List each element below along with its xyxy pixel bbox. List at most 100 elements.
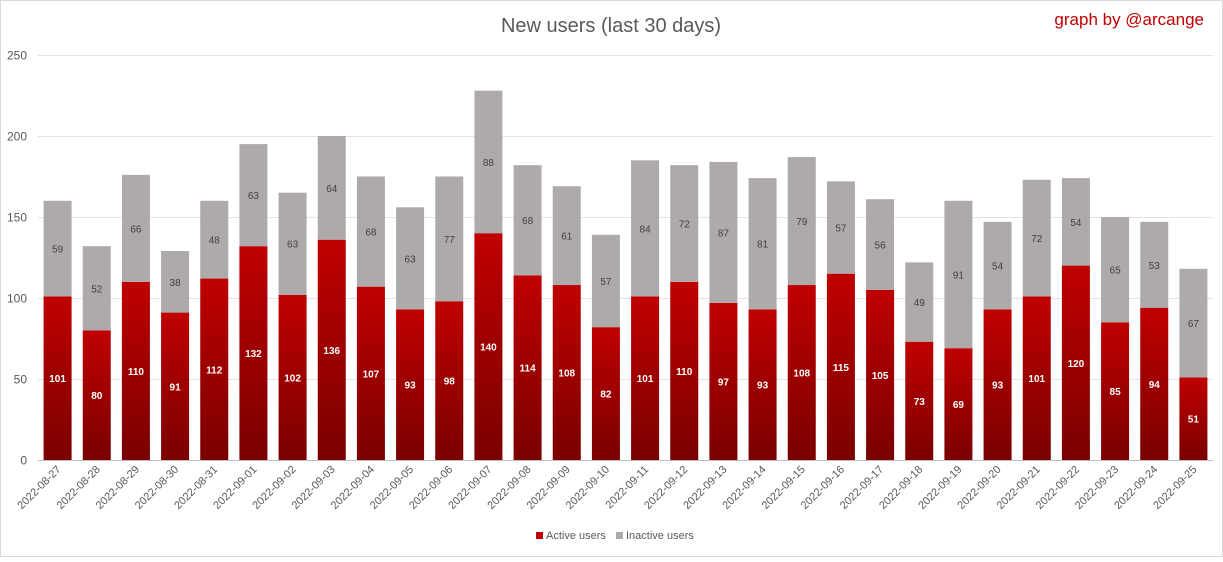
- data-label-active: 110: [128, 367, 145, 378]
- data-label-inactive: 72: [679, 219, 691, 230]
- data-label-active: 97: [718, 377, 730, 388]
- bar-active-users: [356, 286, 385, 460]
- data-label-inactive: 67: [1188, 319, 1200, 330]
- data-label-inactive: 84: [640, 224, 652, 235]
- data-label-inactive: 68: [522, 216, 534, 227]
- data-label-inactive: 63: [287, 240, 299, 251]
- bar-active-users: [121, 281, 150, 460]
- data-label-active: 105: [872, 371, 889, 382]
- data-label-active: 85: [1110, 387, 1122, 398]
- data-label-active: 82: [600, 390, 612, 401]
- data-label-active: 93: [992, 381, 1004, 392]
- data-label-inactive: 63: [405, 254, 417, 265]
- bar-active-users: [631, 296, 660, 460]
- data-label-active: 93: [405, 381, 417, 392]
- bar-inactive-users: [1140, 221, 1169, 308]
- data-label-active: 93: [757, 381, 769, 392]
- bar-inactive-users: [748, 178, 777, 310]
- bar-inactive-users: [591, 234, 620, 328]
- bar-active-users: [396, 309, 425, 460]
- bar-inactive-users: [631, 160, 660, 297]
- y-tick-label: 150: [7, 211, 27, 225]
- data-label-active: 101: [1028, 374, 1045, 385]
- bar-active-users: [161, 312, 190, 460]
- data-label-active: 120: [1068, 359, 1085, 370]
- legend-swatch-inactive: [616, 532, 623, 539]
- bar-inactive-users: [278, 192, 307, 295]
- data-label-inactive: 72: [1031, 234, 1043, 245]
- bar-inactive-users: [474, 90, 503, 234]
- data-label-active: 136: [323, 346, 340, 357]
- data-label-inactive: 61: [561, 232, 573, 243]
- data-label-active: 73: [914, 397, 926, 408]
- bar-inactive-users: [435, 176, 464, 302]
- data-label-inactive: 77: [444, 235, 456, 246]
- bar-inactive-users: [905, 262, 934, 342]
- bar-active-users: [905, 341, 934, 460]
- data-label-inactive: 79: [796, 217, 808, 228]
- y-tick-label: 200: [7, 130, 27, 144]
- bar-inactive-users: [552, 186, 581, 286]
- y-tick-label: 250: [7, 49, 27, 63]
- legend-label-active: Active users: [546, 530, 606, 542]
- bar-inactive-users: [826, 181, 855, 274]
- data-label-active: 80: [91, 391, 103, 402]
- data-label-inactive: 87: [718, 228, 730, 239]
- data-label-active: 51: [1188, 415, 1200, 426]
- bar-active-users: [1140, 307, 1169, 460]
- data-label-inactive: 63: [248, 191, 260, 202]
- data-label-active: 140: [480, 343, 497, 354]
- data-label-inactive: 54: [1070, 218, 1082, 229]
- bar-active-users: [709, 302, 738, 460]
- bar-inactive-users: [944, 200, 973, 349]
- y-tick-label: 0: [20, 454, 27, 468]
- data-label-inactive: 81: [757, 240, 769, 251]
- data-label-inactive: 91: [953, 271, 965, 282]
- bar-inactive-users: [1101, 217, 1130, 323]
- data-label-active: 101: [49, 374, 66, 385]
- y-tick-label: 100: [7, 292, 27, 306]
- bar-active-users: [317, 239, 346, 460]
- data-label-active: 108: [558, 369, 575, 380]
- bar-active-users: [552, 285, 581, 460]
- data-label-active: 98: [444, 377, 456, 388]
- bar-active-users: [435, 301, 464, 460]
- bar-inactive-users: [1061, 178, 1090, 266]
- data-label-inactive: 57: [835, 224, 847, 235]
- data-label-inactive: 57: [600, 277, 612, 288]
- bar-inactive-users: [356, 176, 385, 287]
- data-label-active: 108: [793, 369, 810, 380]
- bar-active-users: [983, 309, 1012, 460]
- data-label-inactive: 54: [992, 262, 1004, 273]
- bar-active-users: [944, 348, 973, 460]
- bar-inactive-users: [317, 136, 346, 240]
- bar-inactive-users: [787, 157, 816, 286]
- data-label-active: 114: [520, 364, 537, 375]
- bar-inactive-users: [82, 246, 111, 331]
- bar-inactive-users: [161, 251, 190, 313]
- data-label-active: 101: [637, 374, 654, 385]
- bar-inactive-users: [121, 174, 150, 282]
- data-label-inactive: 52: [91, 284, 103, 295]
- bar-inactive-users: [1022, 179, 1051, 297]
- data-label-active: 91: [170, 382, 182, 393]
- bar-active-users: [826, 273, 855, 460]
- data-label-active: 115: [833, 363, 850, 374]
- bar-active-users: [82, 330, 111, 460]
- data-label-inactive: 65: [1110, 266, 1122, 277]
- bar-active-users: [591, 327, 620, 460]
- bar-active-users: [866, 289, 895, 460]
- chart-credit: graph by @arcange: [1054, 10, 1204, 29]
- bar-active-users: [1022, 296, 1051, 460]
- data-label-active: 69: [953, 400, 965, 411]
- data-label-active: 112: [206, 365, 223, 376]
- legend-label-inactive: Inactive users: [626, 530, 694, 542]
- bar-active-users: [513, 275, 542, 460]
- data-label-inactive: 64: [326, 184, 338, 195]
- bar-active-users: [278, 294, 307, 460]
- bar-inactive-users: [866, 199, 895, 290]
- bar-active-users: [1101, 322, 1130, 460]
- data-label-active: 132: [245, 349, 262, 360]
- y-tick-label: 50: [14, 373, 28, 387]
- bar-active-users: [474, 233, 503, 460]
